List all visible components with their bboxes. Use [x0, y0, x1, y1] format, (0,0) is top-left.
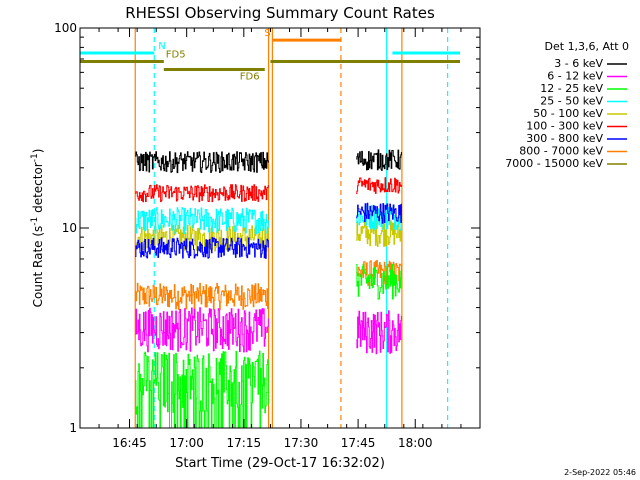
x-tick-label: 17:30	[284, 436, 319, 450]
legend-entry-label: 3 - 6 keV	[554, 57, 603, 70]
series-trace-12-25kev-seg2	[356, 263, 402, 300]
x-tick-label: 16:45	[112, 436, 147, 450]
x-tick-label: 17:45	[341, 436, 376, 450]
flag-layer: N S FD5 FD6	[80, 28, 460, 83]
series-trace-100-300kev-seg2	[356, 177, 402, 195]
y-tick-label: 100	[54, 21, 77, 35]
series-trace-3-6kev-seg2	[356, 149, 402, 171]
series-trace-3-6kev-seg1	[135, 151, 269, 174]
series-trace-6-12kev-seg2	[356, 310, 402, 355]
legend-entry-label: 50 - 100 keV	[533, 107, 603, 120]
series-trace-25-50kev-seg1	[135, 207, 269, 235]
series-trace-300-800kev-seg2	[356, 202, 402, 224]
series-trace-800-7000kev-seg2	[356, 259, 402, 287]
x-axis-label: Start Time (29-Oct-17 16:32:02)	[175, 456, 385, 471]
legend-entry-label: 100 - 300 keV	[526, 120, 603, 133]
series-trace-800-7000kev-seg1	[135, 282, 269, 310]
axis-layer: 16:45 17:00 17:15 17:30 17:45 18:00 1 10 100	[54, 21, 481, 450]
legend-entry-label: 12 - 25 keV	[540, 82, 603, 95]
legend-entry-label: 25 - 50 keV	[540, 95, 603, 108]
x-tick-label: 17:15	[227, 436, 262, 450]
series-trace-25-50kev-seg2	[356, 204, 402, 231]
series-trace-6-12kev-seg1	[135, 307, 269, 353]
series-trace-12-25kev-seg1	[135, 350, 269, 429]
legend-entry-label: 300 - 800 keV	[526, 132, 603, 145]
series-trace-50-100kev-seg1	[135, 224, 269, 252]
legend-entry-label: 800 - 7000 keV	[519, 145, 603, 158]
y-axis-label-mid: detector	[31, 162, 45, 217]
series-trace-100-300kev-seg1	[135, 184, 269, 203]
legend-entry-label: 7000 - 15000 keV	[505, 157, 603, 170]
series-trace-50-100kev-seg2	[356, 220, 402, 247]
y-axis-label-end: )	[31, 149, 45, 154]
y-tick-label: 1	[69, 421, 77, 435]
legend-title: Det 1,3,6, Att 0	[545, 40, 629, 53]
y-tick-label: 10	[62, 221, 77, 235]
footer-timestamp: 2-Sep-2022 05:46	[564, 468, 636, 477]
flag-label-n: N	[158, 41, 165, 52]
flag-label-fd5: FD5	[166, 49, 186, 60]
y-axis-label-sup1: -1	[30, 217, 40, 226]
y-axis-label: Count Rate (s-1 detector-1)	[30, 149, 45, 308]
y-axis-label-main: Count Rate (s	[31, 226, 45, 308]
chart-title: RHESSI Observing Summary Count Rates	[125, 4, 435, 22]
flag-label-s: S	[264, 28, 270, 39]
data-layer	[134, 28, 449, 429]
x-tick-label: 17:00	[169, 436, 204, 450]
series-trace-300-800kev-seg1	[135, 237, 269, 259]
flag-label-fd6: FD6	[240, 72, 260, 83]
x-tick-label: 18:00	[398, 436, 433, 450]
y-axis-label-sup2: -1	[30, 153, 40, 162]
legend-entry-label: 6 - 12 keV	[547, 70, 603, 83]
